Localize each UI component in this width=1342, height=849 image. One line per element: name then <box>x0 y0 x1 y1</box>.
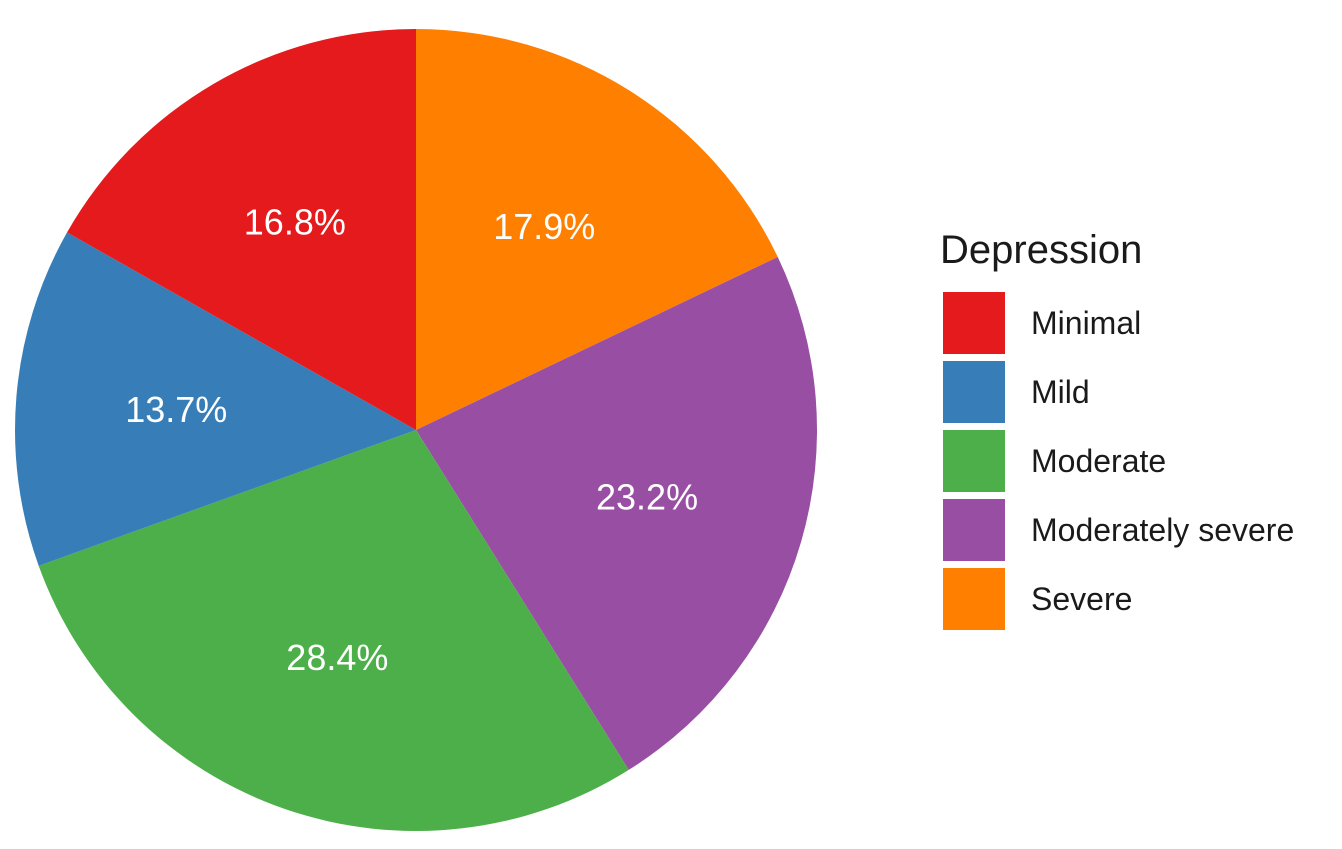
pie-slice-moderately-severe <box>416 256 818 770</box>
legend-swatch-severe <box>943 568 1005 630</box>
legend-title: Depression <box>940 228 1142 272</box>
legend-item-mild: Mild <box>943 361 1090 423</box>
legend-swatch-minimal <box>943 292 1005 354</box>
pie-slice-moderate <box>38 430 629 831</box>
legend-label-minimal: Minimal <box>1031 305 1141 341</box>
legend-swatch-moderate <box>943 430 1005 492</box>
legend-label-severe: Severe <box>1031 581 1132 617</box>
pie-slice-label-mild: 13.7% <box>125 389 227 430</box>
legend-label-moderate: Moderate <box>1031 443 1166 479</box>
pie-slice-label-minimal: 16.8% <box>244 202 346 243</box>
legend-swatch-moderately-severe <box>943 499 1005 561</box>
pie-slice-label-severe: 17.9% <box>493 206 595 247</box>
legend-swatch-mild <box>943 361 1005 423</box>
pie-slices <box>15 29 818 831</box>
pie-slice-label-moderately-severe: 23.2% <box>596 477 698 518</box>
pie-slice-mild <box>15 232 416 566</box>
pie-slice-severe <box>416 29 778 430</box>
pie-slice-minimal <box>67 29 416 430</box>
legend-item-moderately-severe: Moderately severe <box>943 499 1294 561</box>
pie-slice-label-moderate: 28.4% <box>286 637 388 678</box>
pie-slice-labels: 17.9% 23.2% 28.4% 13.7% 16.8% <box>125 202 698 678</box>
legend-label-mild: Mild <box>1031 374 1090 410</box>
legend-item-moderate: Moderate <box>943 430 1166 492</box>
legend-item-minimal: Minimal <box>943 292 1141 354</box>
legend: Depression Minimal Mild Moderate Moderately… <box>940 228 1294 630</box>
legend-label-moderately-severe: Moderately severe <box>1031 512 1294 548</box>
legend-item-severe: Severe <box>943 568 1132 630</box>
legend-items: Minimal Mild Moderate Moderately severe Seve… <box>943 292 1294 630</box>
